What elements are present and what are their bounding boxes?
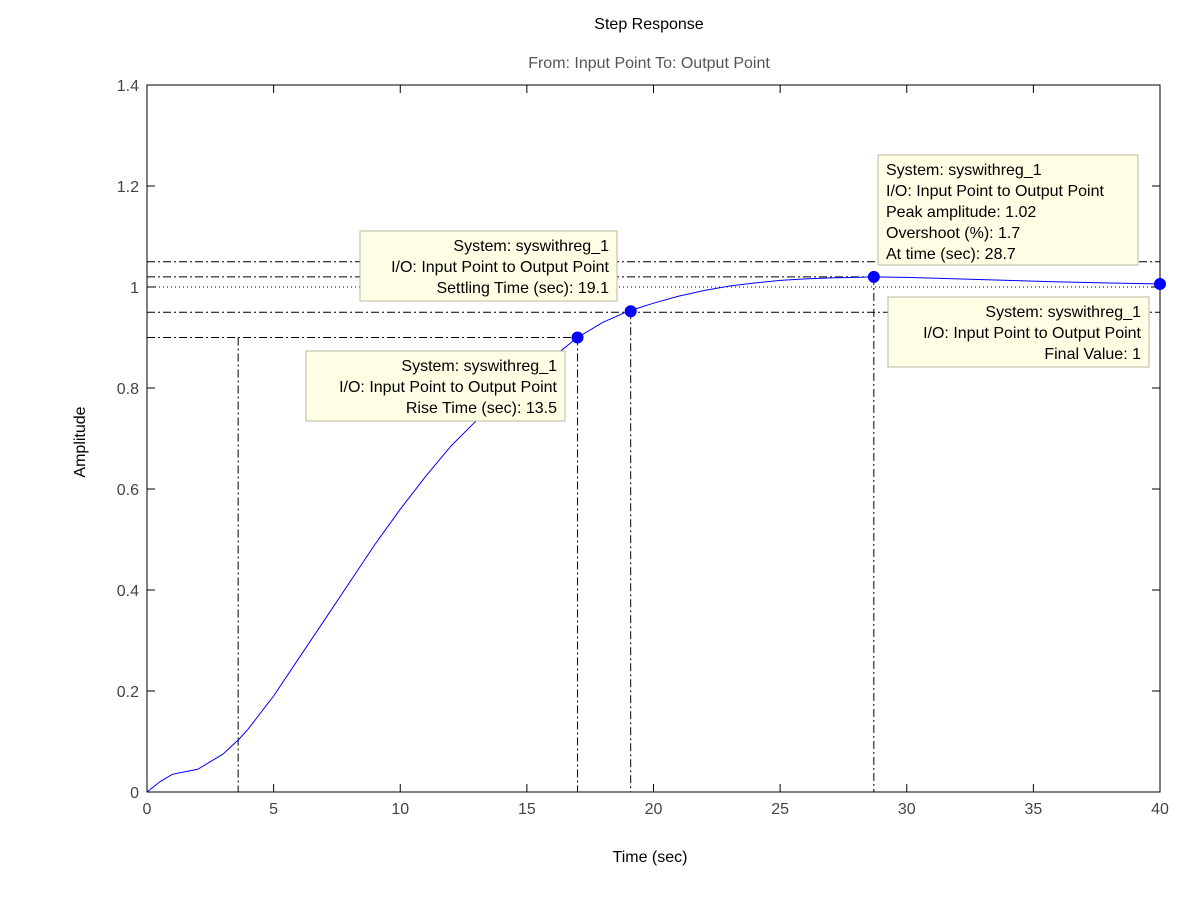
settling-marker[interactable]	[624, 305, 637, 318]
x-axis-label: Time (sec)	[613, 849, 688, 866]
chart-subtitle: From: Input Point To: Output Point	[528, 55, 770, 72]
datatip-line: Final Value: 1	[1044, 346, 1141, 363]
y-axis-label: Amplitude	[72, 406, 89, 477]
x-tick-label: 20	[645, 801, 663, 818]
x-tick-label: 35	[1024, 801, 1042, 818]
datatip-line: I/O: Input Point to Output Point	[923, 325, 1141, 342]
datatip-box	[305, 350, 566, 422]
datatip-box	[359, 230, 618, 302]
x-tick-label: 10	[391, 801, 409, 818]
y-tick-label: 0	[130, 785, 139, 802]
peak-marker[interactable]	[867, 270, 880, 283]
datatip-line: I/O: Input Point to Output Point	[339, 379, 557, 396]
rise-datatip[interactable]: System: syswithreg_1 I/O: Input Point to …	[305, 350, 566, 422]
rise-marker[interactable]	[571, 331, 584, 344]
x-tick-label: 30	[898, 801, 916, 818]
final-marker[interactable]	[1154, 277, 1166, 290]
y-tick-label: 0.8	[117, 381, 139, 398]
y-tick-label: 1.2	[117, 179, 139, 196]
y-tick-label: 0.4	[117, 583, 139, 600]
final-datatip[interactable]: System: syswithreg_1 I/O: Input Point to …	[887, 296, 1150, 368]
data-tips: System: syswithreg_1 I/O: Input Point to …	[305, 154, 1150, 422]
chart-title: Step Response	[594, 16, 704, 33]
axes: 0 5 10 15 20 25 30 35 40 0 0.2 0.4 0.6 0.8 1 1.2 1.4	[117, 78, 1169, 818]
datatip-line: System: syswithreg_1	[886, 162, 1042, 179]
x-tick-label: 40	[1151, 801, 1169, 818]
y-tick-label: 0.2	[117, 684, 139, 701]
peak-datatip[interactable]: System: syswithreg_1 I/O: Input Point to …	[877, 154, 1139, 266]
datatip-line: System: syswithreg_1	[985, 304, 1141, 321]
datatip-line: Rise Time (sec): 13.5	[406, 400, 557, 417]
datatip-line: Settling Time (sec): 19.1	[436, 280, 609, 297]
datatip-box	[877, 154, 1139, 266]
x-tick-label: 0	[143, 801, 152, 818]
characteristic-markers	[571, 270, 1166, 344]
x-tick-label: 15	[518, 801, 536, 818]
settling-datatip[interactable]: System: syswithreg_1 I/O: Input Point to …	[359, 230, 618, 302]
datatip-line: System: syswithreg_1	[453, 238, 609, 255]
y-tick-label: 1	[130, 280, 139, 297]
datatip-line: I/O: Input Point to Output Point	[886, 183, 1104, 200]
datatip-box	[887, 296, 1150, 368]
datatip-line: I/O: Input Point to Output Point	[391, 259, 609, 276]
datatip-line: System: syswithreg_1	[401, 358, 557, 375]
y-tick-label: 1.4	[117, 78, 139, 95]
datatip-line: Overshoot (%): 1.7	[886, 225, 1020, 242]
y-tick-label: 0.6	[117, 482, 139, 499]
datatip-line: Peak amplitude: 1.02	[886, 204, 1036, 221]
x-tick-label: 5	[269, 801, 278, 818]
datatip-line: At time (sec): 28.7	[886, 246, 1016, 263]
x-tick-label: 25	[771, 801, 789, 818]
